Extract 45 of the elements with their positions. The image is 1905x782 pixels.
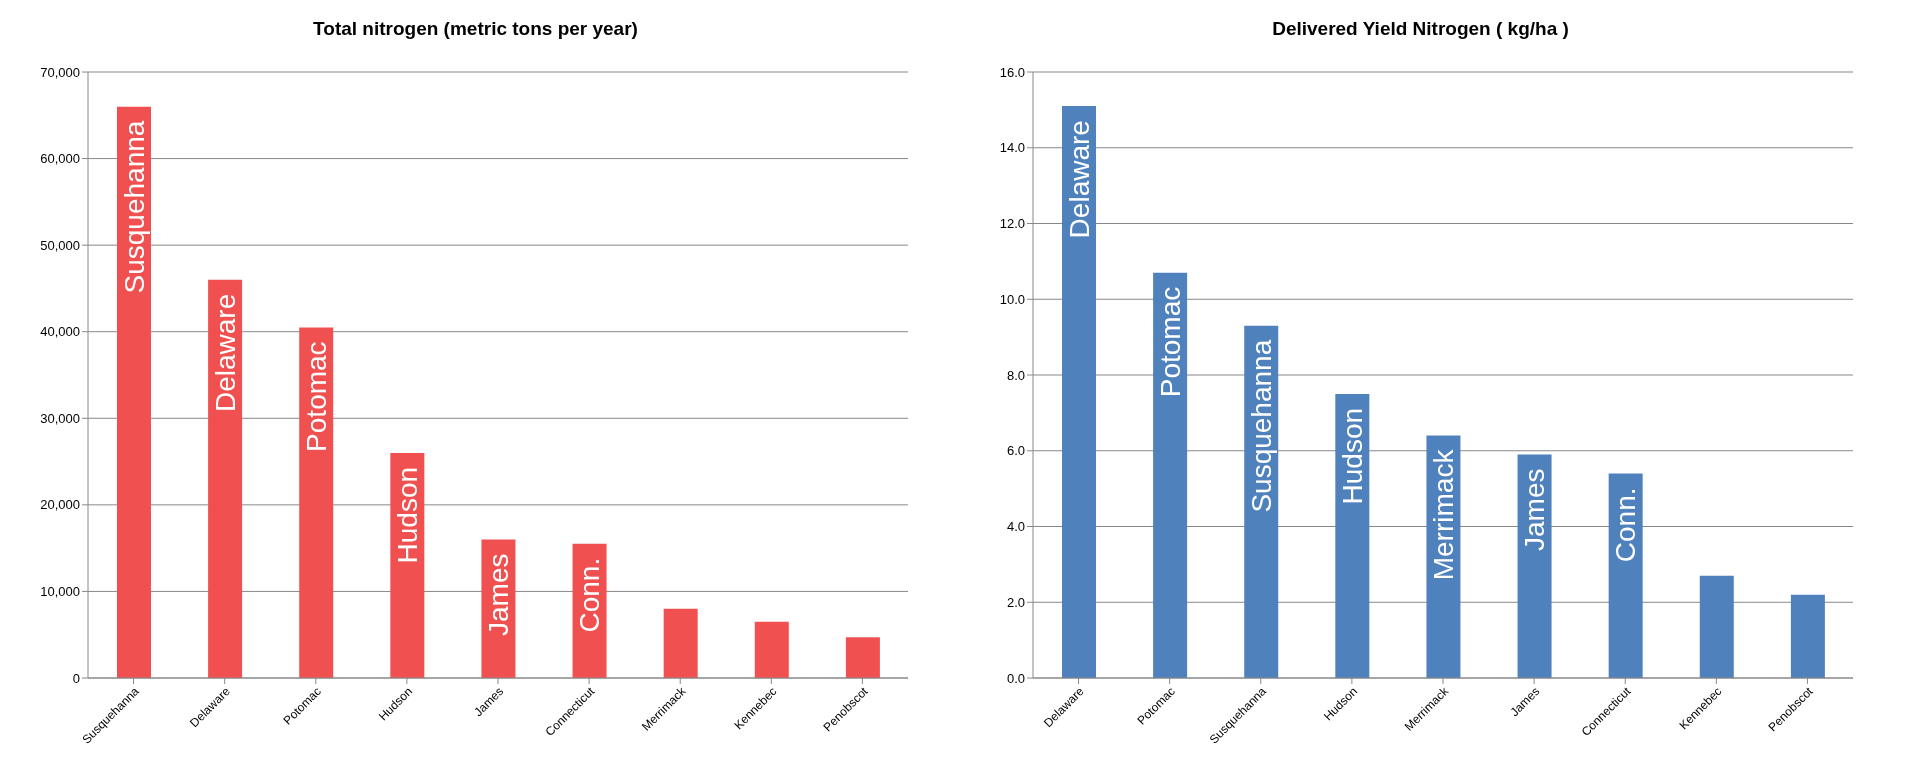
annotation: James — [483, 553, 514, 636]
y-tick-label: 10.0 — [999, 291, 1025, 307]
y-tick-label: 4.0 — [1006, 519, 1025, 535]
y-tick-label: 2.0 — [1006, 594, 1025, 610]
bar — [663, 608, 698, 678]
annotation: Delaware — [209, 293, 241, 413]
annotation: Susquehanna — [118, 120, 150, 294]
bar — [1699, 575, 1734, 678]
bar — [299, 327, 334, 678]
y-tick-label: 50,000 — [40, 237, 80, 253]
annotation: Merrimack — [1428, 448, 1459, 581]
y-tick-label: 8.0 — [1006, 367, 1025, 383]
y-tick-label: 16.0 — [999, 64, 1025, 80]
y-tick-label: 40,000 — [40, 324, 80, 340]
y-tick-label: 12.0 — [999, 216, 1025, 232]
y-tick-label: 0.0 — [1006, 670, 1025, 686]
y-tick-label: 20,000 — [40, 497, 80, 513]
bar — [208, 279, 243, 678]
annotation: Conn. — [574, 557, 606, 633]
annotation: James — [1519, 468, 1551, 552]
bar — [1153, 272, 1188, 678]
chart-title: Total nitrogen (metric tons per year) — [312, 17, 639, 41]
y-tick-label: 60,000 — [40, 151, 80, 167]
y-tick-label: 6.0 — [1006, 443, 1025, 459]
y-tick-label: 10,000 — [40, 584, 80, 600]
bar — [1608, 473, 1643, 678]
annotation: Delaware — [1063, 120, 1095, 239]
bar — [117, 106, 151, 678]
annotation: Potomac — [1154, 286, 1186, 398]
bar — [1062, 106, 1096, 678]
bar — [845, 637, 880, 678]
bar — [1790, 594, 1825, 678]
annotation: Susquehanna — [1245, 339, 1277, 513]
bar — [1517, 454, 1552, 678]
y-tick-label: 30,000 — [40, 410, 80, 426]
annotation: Conn. — [1610, 487, 1642, 563]
bar — [1335, 393, 1370, 678]
y-tick-label: 70,000 — [40, 64, 80, 80]
y-tick-label: 14.0 — [999, 140, 1025, 156]
chart-title: Delivered Yield Nitrogen ( kg/ha ) — [1271, 17, 1570, 41]
annotation: Hudson — [391, 466, 423, 564]
y-tick-label: 0 — [72, 670, 80, 686]
annotation: Potomac — [300, 341, 332, 452]
bar — [754, 621, 789, 678]
annotation: Hudson — [1336, 407, 1368, 505]
